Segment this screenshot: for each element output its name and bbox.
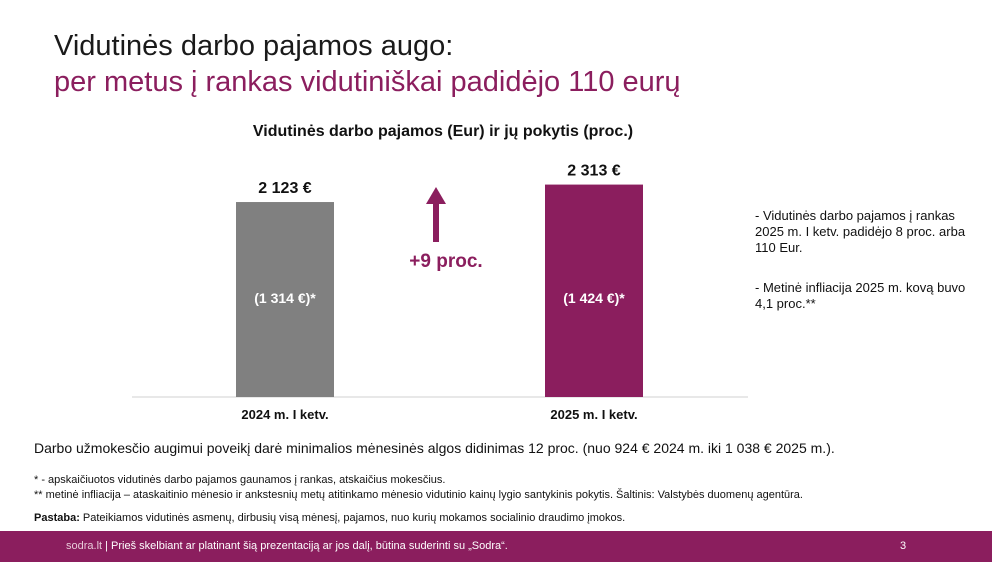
footnote-inflation: ** metinė infliacija – ataskaitinio mėne…: [34, 489, 803, 501]
footnote-pastaba: Pastaba: Pateikiamos vidutinės asmenų, d…: [34, 512, 625, 524]
footer-disclaimer: | Prieš skelbiant ar platinant šią preze…: [102, 540, 508, 552]
bar-net-income-label-1: (1 314 €)*: [254, 290, 316, 306]
change-label: +9 proc.: [409, 251, 482, 272]
footnote-net-income: * - apskaičiuotos vidutinės darbo pajamo…: [34, 474, 446, 486]
bar-net-income-label-2: (1 424 €)*: [563, 290, 625, 306]
change-arrow-shaft: [433, 202, 439, 242]
bar-value-label-2: 2 313 €: [567, 163, 620, 180]
note-income-growth: - Vidutinės darbo pajamos į rankas 2025 …: [755, 208, 966, 255]
footer-text: sodra.lt | Prieš skelbiant ar platinant …: [66, 540, 508, 552]
pastaba-label: Pastaba:: [34, 512, 80, 524]
bar-value-label-1: 2 123 €: [258, 180, 311, 197]
note-inflation: - Metinė infliacija 2025 m. kovą buvo 4,…: [755, 280, 966, 311]
slide-subtitle: per metus į rankas vidutiniškai padidėjo…: [54, 66, 681, 98]
bar-1: [236, 202, 334, 397]
chart-title: Vidutinės darbo pajamos (Eur) ir jų poky…: [252, 123, 634, 140]
x-tick-label-2: 2025 m. I ketv.: [550, 407, 637, 422]
pastaba-text: Pateikiamos vidutinės asmenų, dirbusių v…: [79, 512, 626, 524]
up-arrow-icon: [426, 187, 446, 204]
slide-title: Vidutinės darbo pajamos augo:: [54, 30, 454, 62]
income-bar-chart: 2 123 € (1 314 €)* 2024 m. I ketv. 2 313 € (…: [132, 163, 748, 422]
x-tick-label-1: 2024 m. I ketv.: [241, 407, 328, 422]
footer-bar: sodra.lt | Prieš skelbiant ar platinant …: [0, 531, 992, 562]
page-number: 3: [900, 540, 907, 552]
footer-brand[interactable]: sodra.lt: [66, 540, 103, 552]
bar-2: [545, 184, 643, 397]
minimum-wage-statement: Darbo užmokesčio augimui poveikį darė mi…: [34, 440, 835, 456]
